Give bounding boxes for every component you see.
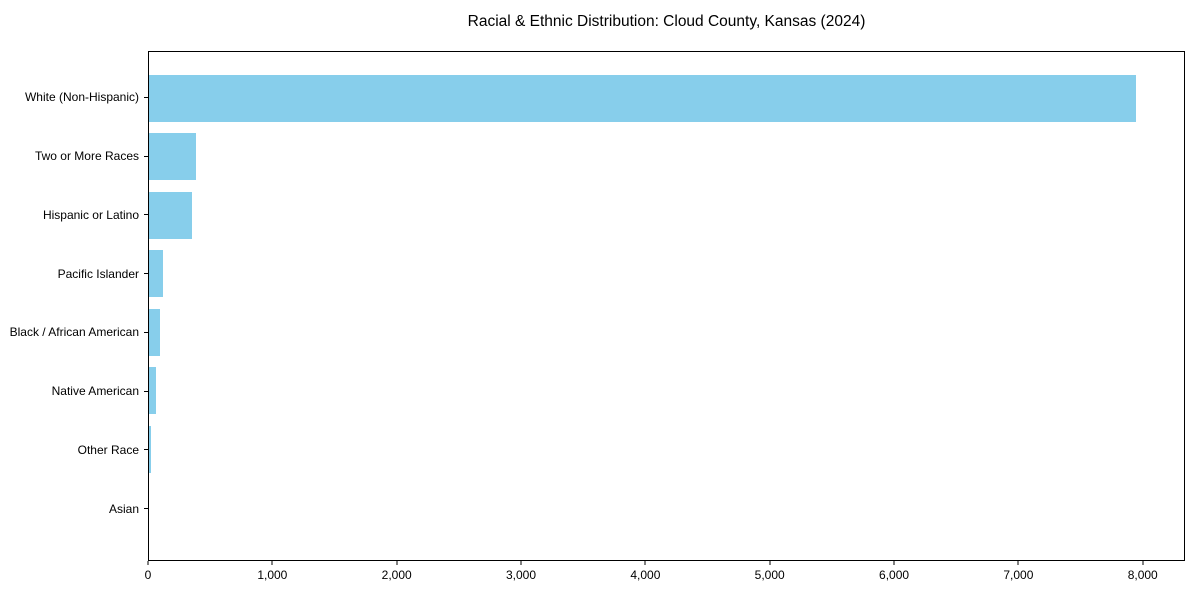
y-tick-label-asian: Asian xyxy=(108,501,139,516)
bar-row xyxy=(149,69,1184,128)
x-tick-label-5000: 5,000 xyxy=(754,568,785,582)
y-tick-label-two-or-more-races: Two or More Races xyxy=(34,149,139,164)
x-tick-mark xyxy=(893,561,895,565)
y-tick-mark xyxy=(144,331,148,333)
bar-native-american xyxy=(149,367,157,415)
chart-title: Racial & Ethnic Distribution: Cloud Coun… xyxy=(467,13,866,30)
y-tick-mark xyxy=(144,390,148,392)
bar-row xyxy=(149,303,1184,362)
y-tick-label-pacific-islander: Pacific Islander xyxy=(57,266,139,281)
bar-rows xyxy=(149,52,1184,560)
x-tick-mark xyxy=(396,561,398,565)
y-tick-mark xyxy=(144,214,148,216)
bar-row xyxy=(149,362,1184,421)
x-tick-mark xyxy=(520,561,522,565)
x-tick-label-1000: 1,000 xyxy=(257,568,288,582)
bar-white-non-hispanic xyxy=(149,74,1136,122)
y-tick-row: Native American xyxy=(0,362,148,421)
y-tick-row: Asian xyxy=(0,479,148,538)
x-tick-label-8000: 8,000 xyxy=(1127,568,1158,582)
plot-area xyxy=(148,51,1185,561)
bar-hispanic-or-latino xyxy=(149,191,193,239)
bar-pacific-islander xyxy=(149,250,163,298)
x-tick-label-4000: 4,000 xyxy=(630,568,661,582)
y-tick-mark xyxy=(144,273,148,275)
bar-black-african-american xyxy=(149,308,160,356)
y-tick-mark xyxy=(144,449,148,451)
x-tick-label-7000: 7,000 xyxy=(1003,568,1034,582)
bar-row xyxy=(149,245,1184,304)
x-tick-mark xyxy=(644,561,646,565)
bar-other-race xyxy=(149,425,151,473)
y-tick-label-other-race: Other Race xyxy=(77,442,139,457)
x-tick-label-6000: 6,000 xyxy=(879,568,910,582)
y-tick-row: Other Race xyxy=(0,421,148,480)
y-tick-row: Hispanic or Latino xyxy=(0,186,148,245)
y-tick-row: White (Non-Hispanic) xyxy=(0,68,148,127)
x-tick-mark xyxy=(1142,561,1144,565)
bar-two-or-more-races xyxy=(149,133,197,181)
y-tick-label-hispanic-or-latino: Hispanic or Latino xyxy=(42,207,139,222)
y-tick-label-black-african-american: Black / African American xyxy=(9,325,139,340)
x-tick-mark xyxy=(271,561,273,565)
bar-row xyxy=(149,128,1184,187)
y-tick-mark xyxy=(144,508,148,510)
bar-row xyxy=(149,479,1184,538)
x-tick-label-3000: 3,000 xyxy=(506,568,537,582)
bar-row xyxy=(149,420,1184,479)
bar-row xyxy=(149,186,1184,245)
y-tick-mark xyxy=(144,155,148,157)
x-tick-mark xyxy=(147,561,149,565)
y-axis-labels: White (Non-Hispanic) Two or More Races His… xyxy=(0,51,148,561)
x-tick-mark xyxy=(769,561,771,565)
x-tick-mark xyxy=(1017,561,1019,565)
x-tick-label-2000: 2,000 xyxy=(381,568,412,582)
y-tick-mark xyxy=(144,96,148,98)
x-axis: 0 1,000 2,000 3,000 4,000 5,000 6,000 7,000 8,00… xyxy=(144,561,1185,593)
y-tick-label-native-american: Native American xyxy=(51,384,139,399)
y-tick-row: Black / African American xyxy=(0,303,148,362)
y-tick-row: Pacific Islander xyxy=(0,244,148,303)
y-tick-row: Two or More Races xyxy=(0,127,148,186)
x-tick-label-0: 0 xyxy=(144,568,152,582)
y-tick-label-white-non-hispanic: White (Non-Hispanic) xyxy=(24,90,139,105)
